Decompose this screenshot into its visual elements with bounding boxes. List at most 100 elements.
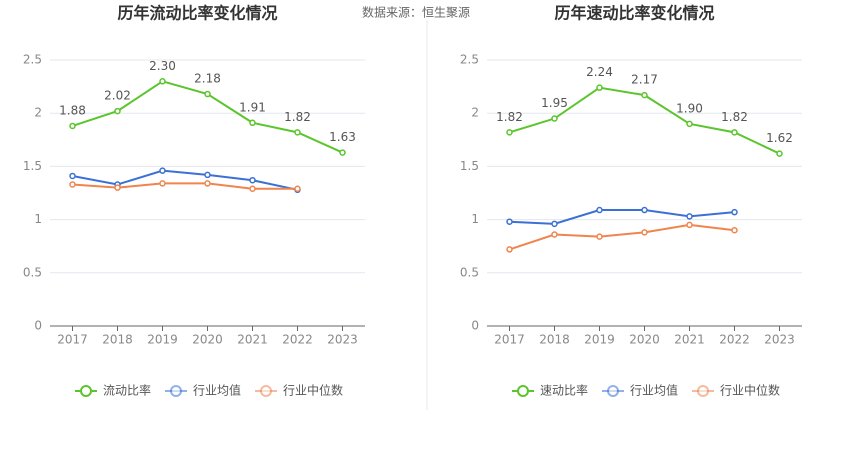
data-point <box>596 233 603 240</box>
x-tick-label: 2022 <box>719 333 750 347</box>
x-tick-label: 2023 <box>327 333 358 347</box>
data-point <box>69 172 76 180</box>
data-label: 1.91 <box>239 100 266 114</box>
data-label: 2.30 <box>149 59 176 73</box>
x-tick-label: 2020 <box>629 333 660 347</box>
data-point <box>159 167 166 174</box>
data-point <box>641 229 648 236</box>
y-tick-label: 2.5 <box>460 53 479 67</box>
data-point <box>69 122 76 130</box>
data-point <box>776 150 783 157</box>
y-tick-label: 1 <box>34 212 42 226</box>
x-tick-label: 2021 <box>237 333 268 347</box>
data-point <box>294 185 301 192</box>
chart-title: 历年流动比率变化情况 <box>117 4 277 23</box>
data-label: 2.18 <box>194 72 221 86</box>
data-point <box>69 181 76 188</box>
data-point <box>551 115 558 122</box>
y-tick-label: 2 <box>34 106 42 120</box>
data-point <box>339 149 346 156</box>
legend-marker <box>80 385 92 397</box>
x-tick-label: 2020 <box>192 333 223 347</box>
legend-marker <box>607 385 619 397</box>
x-tick-label: 2023 <box>764 333 795 347</box>
data-label: 1.95 <box>541 96 568 110</box>
data-point <box>506 246 513 253</box>
data-point <box>506 129 513 136</box>
legend-marker <box>260 385 272 397</box>
data-point <box>686 221 693 229</box>
x-tick-label: 2017 <box>494 333 525 347</box>
data-point <box>249 176 256 184</box>
data-point <box>294 129 301 136</box>
data-point <box>159 78 166 85</box>
series-line <box>72 182 298 190</box>
source-note: 数据来源：恒生聚源 <box>362 5 470 20</box>
y-tick-label: 1 <box>471 212 479 226</box>
data-point <box>249 119 256 127</box>
y-tick-label: 0 <box>471 319 479 333</box>
data-label: 1.82 <box>496 110 523 124</box>
data-label: 2.24 <box>586 65 613 79</box>
legend-marker <box>170 385 182 397</box>
y-tick-label: 1.5 <box>23 159 42 173</box>
x-tick-label: 2019 <box>584 333 615 347</box>
data-point <box>551 231 558 238</box>
data-point <box>506 218 513 225</box>
y-tick-label: 0 <box>34 319 42 333</box>
legend-item[interactable]: 流动比率 <box>75 383 151 398</box>
legend-item[interactable]: 行业中位数 <box>692 383 780 398</box>
data-point <box>159 180 166 187</box>
data-point <box>204 90 211 98</box>
data-label: 2.02 <box>104 89 131 103</box>
x-tick-label: 2018 <box>102 333 133 347</box>
x-tick-label: 2018 <box>539 333 570 347</box>
data-point <box>204 171 211 179</box>
data-label: 1.62 <box>766 131 793 145</box>
series-line <box>509 209 735 225</box>
data-point <box>204 180 211 187</box>
legend-marker <box>517 385 529 397</box>
chart-title: 历年速动比率变化情况 <box>554 4 714 23</box>
data-point <box>686 213 693 220</box>
x-tick-label: 2022 <box>282 333 313 347</box>
data-point <box>249 185 256 192</box>
y-tick-label: 0.5 <box>23 265 42 279</box>
legend-label: 速动比率 <box>540 383 588 398</box>
data-point <box>731 208 738 216</box>
data-point <box>641 91 648 99</box>
data-point <box>551 220 558 228</box>
y-tick-label: 2.5 <box>23 53 42 67</box>
series-line <box>72 169 298 191</box>
legend-item[interactable]: 行业均值 <box>165 383 241 398</box>
legend-label: 行业中位数 <box>283 383 343 398</box>
data-point <box>114 107 121 115</box>
x-tick-label: 2017 <box>57 333 88 347</box>
data-label: 1.63 <box>329 130 356 144</box>
y-tick-label: 1.5 <box>460 159 479 173</box>
data-point <box>114 184 121 191</box>
data-point <box>731 129 738 136</box>
legend-item[interactable]: 行业均值 <box>602 383 678 398</box>
data-label: 1.88 <box>59 103 86 117</box>
x-tick-label: 2019 <box>147 333 178 347</box>
legend-label: 行业均值 <box>193 383 241 398</box>
legend-label: 行业中位数 <box>720 383 780 398</box>
data-point <box>641 206 648 214</box>
data-point <box>596 206 603 214</box>
legend-item[interactable]: 行业中位数 <box>255 383 343 398</box>
series-line <box>509 223 735 251</box>
data-label: 2.17 <box>631 73 658 87</box>
x-tick-label: 2021 <box>674 333 705 347</box>
data-label: 1.82 <box>284 110 311 124</box>
legend-label: 行业均值 <box>630 383 678 398</box>
data-label: 1.82 <box>721 110 748 124</box>
legend-item[interactable]: 速动比率 <box>512 383 588 398</box>
legend-label: 流动比率 <box>103 383 151 398</box>
data-label: 1.90 <box>676 101 703 115</box>
y-tick-label: 0.5 <box>460 265 479 279</box>
data-point <box>686 120 693 128</box>
data-point <box>731 226 738 234</box>
y-tick-label: 2 <box>471 106 479 120</box>
